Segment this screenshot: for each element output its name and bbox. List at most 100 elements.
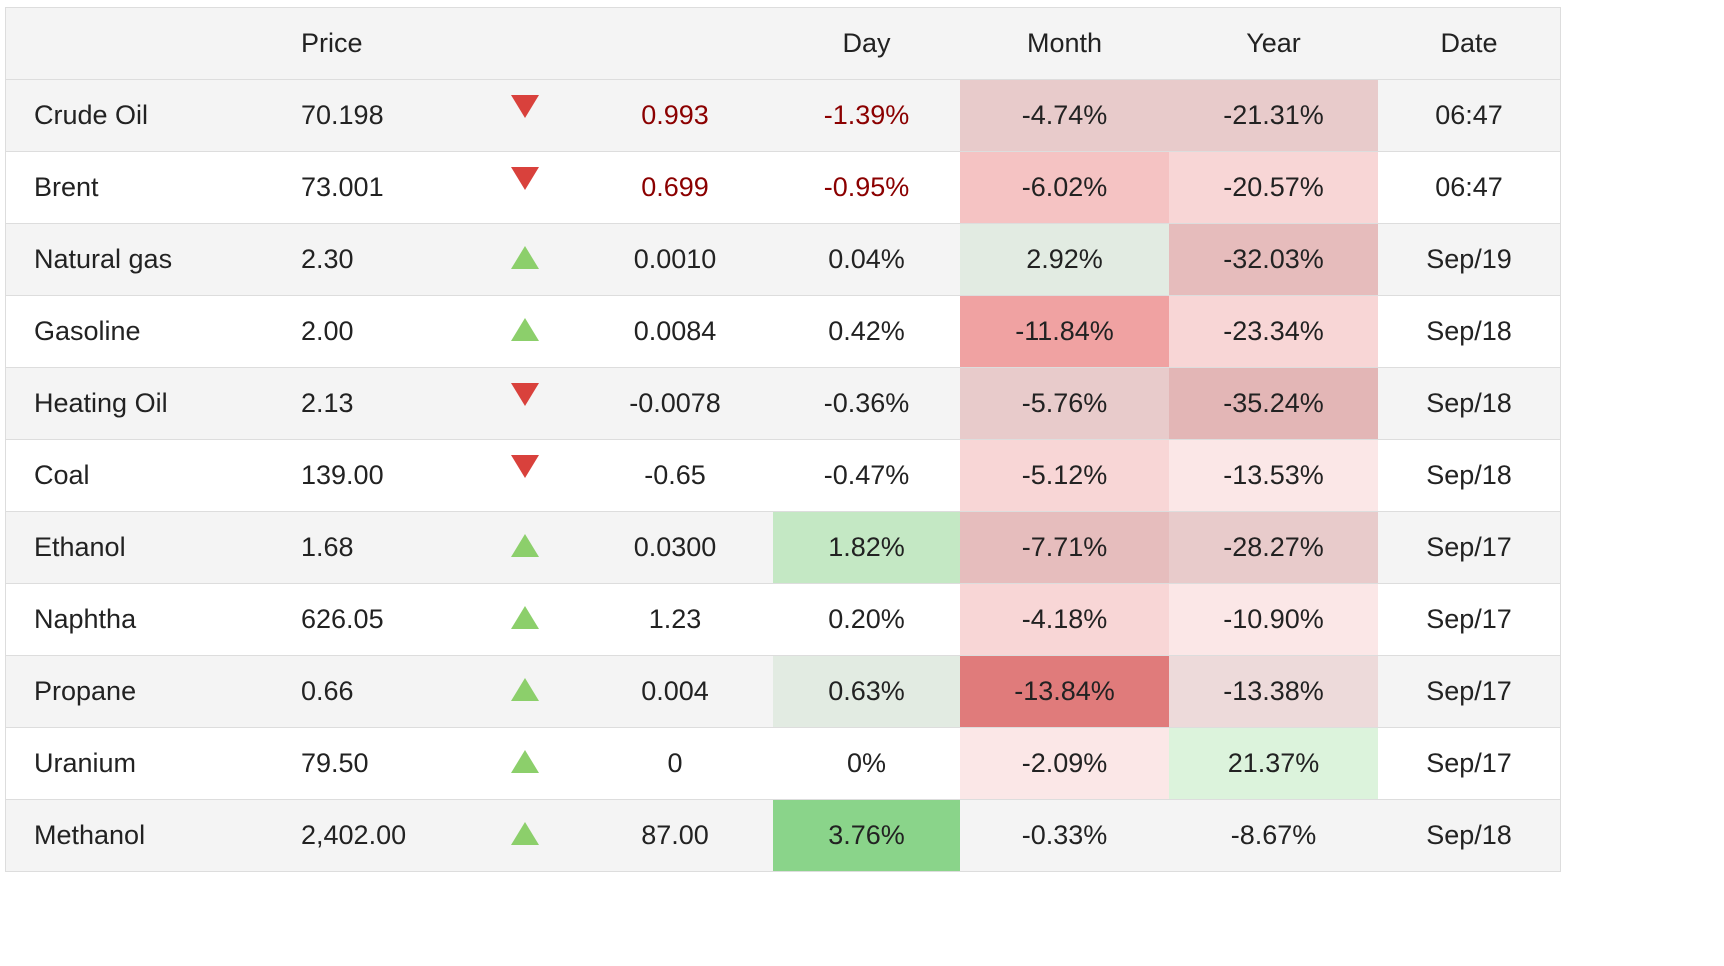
year-change: -13.38% — [1169, 656, 1378, 727]
date-value: Sep/18 — [1426, 820, 1512, 850]
direction-cell — [473, 296, 577, 367]
year-change: -20.57% — [1169, 152, 1378, 223]
table-row[interactable]: Methanol 2,402.00 87.00 3.76% -0.33% -8.67% Se… — [6, 800, 1560, 872]
commodity-name-link[interactable]: Naphtha — [34, 604, 137, 634]
header-date[interactable]: Date — [1440, 28, 1498, 58]
price-value: 73.001 — [301, 172, 384, 202]
day-change: 0.63% — [773, 656, 960, 727]
price-value: 139.00 — [301, 460, 384, 490]
commodity-name-link[interactable]: Coal — [34, 460, 90, 490]
table-row[interactable]: Heating Oil 2.13 -0.0078 -0.36% -5.76% -35.24… — [6, 368, 1560, 440]
header-year[interactable]: Year — [1246, 28, 1301, 58]
direction-cell — [473, 512, 577, 583]
change-value: 0.0010 — [633, 244, 717, 274]
date-value: Sep/17 — [1426, 748, 1512, 778]
change-value: 0 — [667, 748, 683, 778]
table-row[interactable]: Coal 139.00 -0.65 -0.47% -5.12% -13.53% Sep/18 — [6, 440, 1560, 512]
table-row[interactable]: Crude Oil 70.198 0.993 -1.39% -4.74% -21.31% 0… — [6, 80, 1560, 152]
header-arrow — [473, 8, 577, 79]
direction-cell — [473, 80, 577, 151]
table-row[interactable]: Gasoline 2.00 0.0084 0.42% -11.84% -23.34% Sep… — [6, 296, 1560, 368]
table-row[interactable]: Brent 73.001 0.699 -0.95% -6.02% -20.57% 06:47 — [6, 152, 1560, 224]
commodity-name-link[interactable]: Uranium — [34, 748, 137, 778]
table-row[interactable]: Natural gas 2.30 0.0010 0.04% 2.92% -32.03% Se… — [6, 224, 1560, 296]
price-value: 2.13 — [301, 388, 354, 418]
day-change: 0.04% — [828, 244, 905, 274]
header-day[interactable]: Day — [842, 28, 891, 58]
month-change: -6.02% — [960, 152, 1169, 223]
arrow-down-icon — [511, 455, 539, 479]
date-value: 06:47 — [1435, 172, 1503, 202]
price-value: 79.50 — [301, 748, 369, 778]
table-row[interactable]: Naphtha 626.05 1.23 0.20% -4.18% -10.90% Sep/1… — [6, 584, 1560, 656]
price-value: 70.198 — [301, 100, 384, 130]
date-value: Sep/17 — [1426, 532, 1512, 562]
commodity-name-link[interactable]: Ethanol — [34, 532, 126, 562]
table-header: Price Day Month Year Date — [6, 8, 1560, 80]
change-value: 0.0300 — [633, 532, 717, 562]
month-change: -4.18% — [960, 584, 1169, 655]
commodity-name-link[interactable]: Gasoline — [34, 316, 141, 346]
year-change: -21.31% — [1169, 80, 1378, 151]
arrow-down-icon — [511, 383, 539, 407]
table-row[interactable]: Uranium 79.50 0 0% -2.09% 21.37% Sep/17 — [6, 728, 1560, 800]
commodity-name-link[interactable]: Heating Oil — [34, 388, 168, 418]
year-change: -32.03% — [1169, 224, 1378, 295]
year-change: -8.67% — [1230, 820, 1317, 850]
date-value: Sep/19 — [1426, 244, 1512, 274]
day-change: -0.36% — [823, 388, 910, 418]
change-value: 0.699 — [641, 172, 709, 202]
direction-cell — [473, 440, 577, 511]
direction-cell — [473, 728, 577, 799]
year-change: -10.90% — [1169, 584, 1378, 655]
month-change: 2.92% — [960, 224, 1169, 295]
header-name[interactable] — [6, 8, 273, 79]
direction-cell — [473, 584, 577, 655]
day-change: 0.20% — [828, 604, 905, 634]
day-change: 0% — [846, 748, 887, 778]
arrow-up-icon — [511, 246, 539, 270]
date-value: Sep/18 — [1426, 388, 1512, 418]
header-change[interactable] — [577, 8, 773, 79]
direction-cell — [473, 152, 577, 223]
change-value: -0.0078 — [629, 388, 721, 418]
table-body: Crude Oil 70.198 0.993 -1.39% -4.74% -21.31% 0… — [6, 80, 1560, 872]
header-price[interactable]: Price — [301, 28, 363, 58]
header-month[interactable]: Month — [1026, 28, 1103, 58]
date-value: 06:47 — [1435, 100, 1503, 130]
day-change: -0.95% — [823, 172, 910, 202]
price-value: 2,402.00 — [301, 820, 407, 850]
month-change: -2.09% — [960, 728, 1169, 799]
day-change: 1.82% — [773, 512, 960, 583]
month-change: -5.12% — [960, 440, 1169, 511]
commodity-name-link[interactable]: Methanol — [34, 820, 146, 850]
date-value: Sep/18 — [1426, 460, 1512, 490]
change-value: 1.23 — [648, 604, 702, 634]
change-value: -0.65 — [644, 460, 706, 490]
day-change: 0.42% — [828, 316, 905, 346]
arrow-up-icon — [511, 606, 539, 630]
commodity-name-link[interactable]: Natural gas — [34, 244, 173, 274]
commodity-name-link[interactable]: Crude Oil — [34, 100, 149, 130]
arrow-down-icon — [511, 95, 539, 119]
arrow-up-icon — [511, 678, 539, 702]
year-change: -35.24% — [1169, 368, 1378, 439]
table-row[interactable]: Propane 0.66 0.004 0.63% -13.84% -13.38% Sep/1… — [6, 656, 1560, 728]
month-change: -11.84% — [960, 296, 1169, 367]
month-change: -0.33% — [1021, 820, 1108, 850]
direction-cell — [473, 800, 577, 871]
arrow-down-icon — [511, 167, 539, 191]
arrow-up-icon — [511, 534, 539, 558]
day-change: 3.76% — [773, 800, 960, 871]
table-row[interactable]: Ethanol 1.68 0.0300 1.82% -7.71% -28.27% Sep/1… — [6, 512, 1560, 584]
commodity-name-link[interactable]: Brent — [34, 172, 99, 202]
month-change: -5.76% — [960, 368, 1169, 439]
year-change: 21.37% — [1169, 728, 1378, 799]
date-value: Sep/18 — [1426, 316, 1512, 346]
direction-cell — [473, 224, 577, 295]
day-change: -0.47% — [823, 460, 910, 490]
arrow-up-icon — [511, 750, 539, 774]
change-value: 0.004 — [641, 676, 709, 706]
price-value: 626.05 — [301, 604, 384, 634]
commodity-name-link[interactable]: Propane — [34, 676, 137, 706]
